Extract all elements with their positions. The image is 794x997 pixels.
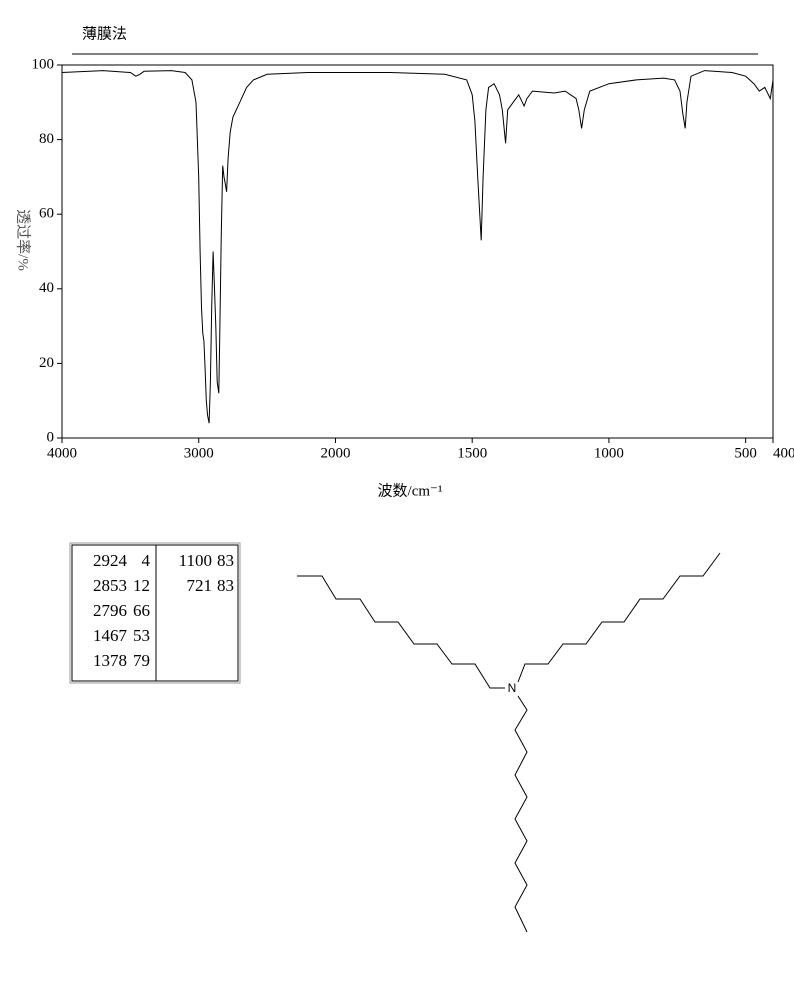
x-axis-label: 波数/cm⁻¹: [378, 482, 443, 499]
peak-transmittance: 79: [133, 651, 150, 670]
y-axis-label: 透过率/%: [15, 209, 32, 271]
peak-transmittance: 53: [133, 626, 150, 645]
x-tick-label: 4000: [47, 445, 77, 461]
peak-transmittance: 83: [217, 576, 234, 595]
y-tick-label: 60: [39, 206, 54, 222]
chain: [514, 695, 528, 933]
peak-table-frame: [69, 542, 241, 684]
peak-wavenumber: 2924: [93, 551, 128, 570]
x-tick-label: 500: [734, 445, 757, 461]
peak-wavenumber: 1467: [93, 626, 128, 645]
x-tick-label: 1500: [457, 445, 487, 461]
x-tick-label: 1000: [594, 445, 624, 461]
peak-transmittance: 66: [133, 601, 150, 620]
peak-transmittance: 4: [142, 551, 151, 570]
chain: [297, 575, 505, 689]
x-tick-label: 2000: [320, 445, 350, 461]
peak-wavenumber: 1100: [179, 551, 212, 570]
x-tick-label: 3000: [184, 445, 214, 461]
peak-wavenumber: 1378: [93, 651, 127, 670]
atom-label: N: [508, 681, 517, 695]
molecule: [297, 552, 721, 933]
peak-wavenumber: 2853: [93, 576, 127, 595]
peak-wavenumber: 721: [187, 576, 213, 595]
y-tick-label: 100: [32, 56, 55, 72]
chain: [517, 552, 721, 683]
y-tick-label: 0: [47, 429, 55, 445]
chart-title: 薄膜法: [82, 25, 127, 42]
spectrum-line: [61, 70, 774, 424]
peak-wavenumber: 2796: [93, 601, 127, 620]
peak-transmittance: 12: [133, 576, 150, 595]
plot-frame: [61, 64, 774, 439]
y-tick-label: 20: [39, 355, 54, 371]
peak-table-frame: [71, 544, 239, 682]
peak-transmittance: 83: [217, 551, 234, 570]
x-tick-label: 400: [773, 445, 794, 461]
y-tick-label: 80: [39, 131, 54, 147]
y-tick-label: 40: [39, 280, 54, 296]
